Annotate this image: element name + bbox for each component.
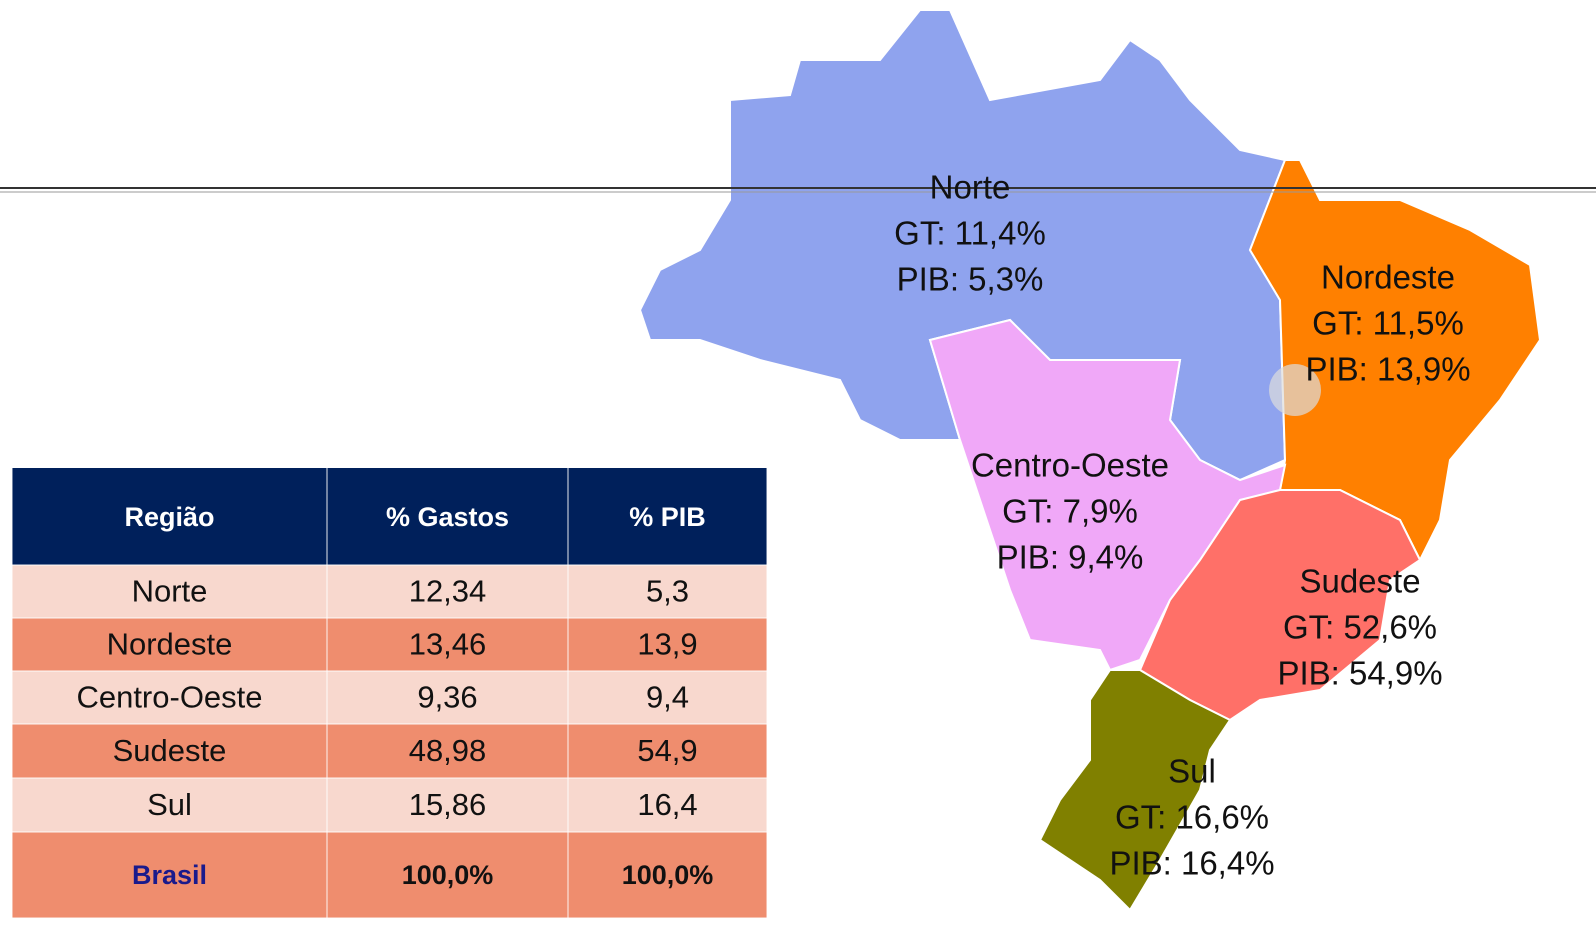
region-label: Norte bbox=[930, 169, 1011, 206]
region-sudeste bbox=[1138, 489, 1422, 722]
total-cell: Brasil bbox=[132, 860, 207, 890]
region-label: Centro-Oeste bbox=[971, 447, 1169, 484]
table-row bbox=[12, 565, 767, 618]
region-label: PIB: 13,9% bbox=[1305, 351, 1470, 388]
header-cell: % PIB bbox=[629, 502, 706, 532]
map bbox=[638, 9, 1542, 912]
region-label: PIB: 16,4% bbox=[1109, 845, 1274, 882]
cell: 15,86 bbox=[409, 787, 487, 822]
cell: 9,36 bbox=[417, 680, 477, 715]
cell: 54,9 bbox=[637, 733, 697, 768]
table-row bbox=[12, 778, 767, 832]
total-cell: 100,0% bbox=[402, 860, 494, 890]
table-row bbox=[12, 618, 767, 671]
cell: 48,98 bbox=[409, 733, 487, 768]
region-label: Nordeste bbox=[1321, 259, 1455, 296]
region-label: PIB: 9,4% bbox=[997, 539, 1144, 576]
cell: Sudeste bbox=[113, 733, 227, 768]
region-label: Sudeste bbox=[1299, 563, 1420, 600]
region-nordeste bbox=[1248, 159, 1542, 563]
cell: 16,4 bbox=[637, 787, 697, 822]
region-label: GT: 11,5% bbox=[1312, 305, 1464, 342]
region-label: GT: 11,4% bbox=[894, 215, 1046, 252]
cell: Sul bbox=[147, 787, 192, 822]
table-header bbox=[12, 468, 767, 565]
table-row bbox=[12, 671, 767, 724]
cell: 9,4 bbox=[646, 680, 689, 715]
total-cell: 100,0% bbox=[622, 860, 714, 890]
cursor bbox=[1269, 364, 1321, 416]
header-cell: Região bbox=[124, 502, 214, 532]
region-label: GT: 7,9% bbox=[1002, 493, 1138, 530]
region-label: Sul bbox=[1168, 753, 1216, 790]
cell: Centro-Oeste bbox=[76, 680, 262, 715]
region-label: PIB: 5,3% bbox=[897, 261, 1044, 298]
header-cell: % Gastos bbox=[386, 502, 509, 532]
cell: Nordeste bbox=[107, 627, 233, 662]
table-row bbox=[12, 832, 767, 918]
table-row bbox=[12, 724, 767, 778]
region-sul bbox=[1038, 669, 1232, 912]
cell: 5,3 bbox=[646, 574, 689, 609]
cell: 12,34 bbox=[409, 574, 487, 609]
region-label: PIB: 54,9% bbox=[1277, 655, 1442, 692]
cell: Norte bbox=[132, 574, 208, 609]
region-label: GT: 52,6% bbox=[1283, 609, 1437, 646]
cell: 13,9 bbox=[637, 627, 697, 662]
cell: 13,46 bbox=[409, 627, 487, 662]
region-label: GT: 16,6% bbox=[1115, 799, 1269, 836]
